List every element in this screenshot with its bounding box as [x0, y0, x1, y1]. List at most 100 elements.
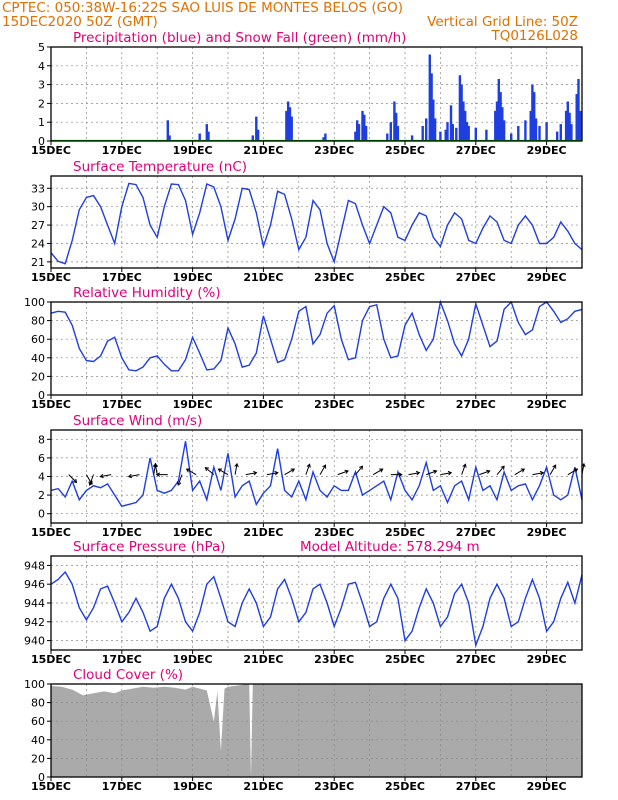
precip-bar [324, 133, 327, 141]
wind-panel: Surface Wind (m/s) 0 2 4 6 8 15DEC 17DEC 19DEC 21… [31, 413, 586, 539]
wind-arrow-head [177, 481, 182, 486]
wind-arrow-head [500, 465, 505, 470]
precip-bar [465, 122, 469, 141]
wind-arrow-head [447, 470, 453, 476]
wind-ytick-label: 2 [38, 489, 45, 502]
wind-arrow-head [72, 478, 78, 484]
wind-arrow-head [573, 468, 579, 473]
precip-bar [577, 79, 580, 141]
cloud-frame [50, 683, 583, 778]
precip-bar [386, 133, 389, 141]
precip-bar [256, 129, 260, 141]
wind-arrow [153, 462, 158, 475]
precip-xtick-label: 15DEC [31, 144, 71, 157]
rh-xtick-label: 15DEC [31, 398, 71, 411]
cloud-ytick-label: 0 [38, 771, 45, 784]
pres-xtick-label: 29DEC [527, 653, 567, 666]
wind-arrow-head [274, 470, 279, 476]
wind-arrow-head [185, 468, 191, 473]
wind-arrow-head [99, 473, 104, 479]
precip-bar [290, 116, 293, 141]
rh-title: Relative Humidity (%) [73, 285, 221, 301]
precip-bar [430, 73, 433, 141]
wind-arrow-shaft [319, 464, 326, 475]
temp-xtick-label: 25DEC [385, 271, 425, 284]
precip-bar [389, 122, 392, 141]
rh-xtick-label: 19DEC [173, 398, 213, 411]
precip-bar [451, 124, 454, 141]
wind-arrow [68, 474, 78, 484]
wind-ytick-label: 0 [38, 508, 45, 521]
rh-xtick-label: 27DEC [456, 398, 496, 411]
precip-bar [207, 131, 210, 141]
wind-arrow-shaft [337, 470, 349, 476]
precip-bar [364, 126, 368, 141]
wind-arrow-shaft [549, 464, 557, 475]
precip-bar [287, 101, 290, 141]
wind-arrow-shaft [305, 464, 311, 475]
wind-arrow-shaft [372, 468, 383, 476]
wind-arrow-shaft [128, 474, 140, 478]
wind-arrow-shaft [440, 472, 452, 476]
precip-bar [559, 124, 562, 141]
cloud-xtick-label: 19DEC [173, 780, 213, 793]
pres-xtick-label: 23DEC [314, 653, 354, 666]
rh-ytick-label: 100 [24, 296, 45, 309]
wind-arrow-shaft [532, 472, 544, 476]
precip-bar [433, 118, 437, 141]
rh-ytick-label: 0 [38, 389, 45, 402]
precip-xtick-label: 25DEC [385, 144, 425, 157]
wind-arrow [305, 463, 311, 475]
wind-arrow [88, 474, 94, 486]
rh-ytick-label: 80 [31, 315, 45, 328]
precip-bar [501, 107, 504, 141]
precip-bar [444, 129, 447, 141]
wind-arrow-shaft [496, 465, 505, 475]
precip-bar [285, 110, 288, 141]
rh-xtick-label: 29DEC [527, 398, 567, 411]
precip-bar [421, 126, 424, 141]
temp-ytick-label: 30 [31, 201, 45, 214]
precip-xtick-label: 19DEC [173, 144, 213, 157]
wind-arrow-head [379, 468, 384, 473]
wind-arrow [532, 470, 545, 476]
wind-arrow [408, 470, 421, 476]
wind-arrow [217, 468, 229, 476]
wind-arrow [372, 468, 384, 476]
precip-bar [363, 114, 366, 141]
precip-bar [499, 92, 502, 141]
pres-ytick-label: 948 [24, 559, 45, 572]
precip-bar [396, 126, 400, 141]
wind-arrow-head [520, 468, 526, 473]
wind-arrow-head [253, 470, 258, 476]
precip-xtick-label: 23DEC [314, 144, 354, 157]
rh-xtick-label: 17DEC [102, 398, 142, 411]
precip-bar [205, 124, 208, 141]
precip-bar [497, 79, 500, 141]
wind-arrow-shaft [355, 465, 363, 475]
precip-ytick-label: 2 [38, 97, 45, 110]
pres-xtick-label: 27DEC [456, 653, 496, 666]
cloud-xtick-label: 21DEC [243, 780, 283, 793]
wind-arrow-head [398, 472, 403, 477]
precip-bar [464, 110, 467, 141]
wind-arrow-shaft [186, 468, 197, 476]
rh-frame [50, 301, 583, 396]
wind-arrow-head [153, 462, 158, 468]
rh-xtick-label: 21DEC [243, 398, 283, 411]
precip-ytick-label: 3 [38, 79, 45, 92]
pres-xtick-label: 19DEC [173, 653, 213, 666]
cloud-xtick-label: 15DEC [31, 780, 71, 793]
wind-xtick-label: 21DEC [243, 526, 283, 539]
wind-arrow [245, 470, 258, 476]
wind-arrow-shaft [89, 474, 94, 486]
precip-bar [568, 112, 571, 141]
wind-arrow [567, 468, 579, 476]
pres-xtick-label: 25DEC [385, 653, 425, 666]
temp-xtick-label: 23DEC [314, 271, 354, 284]
header-run-date: 15DEC2020 50Z (GMT) [2, 14, 158, 30]
wind-arrow-head [415, 470, 421, 476]
precip-bar [410, 135, 414, 141]
precip-bar [455, 127, 458, 141]
cloud-xtick-label: 17DEC [102, 780, 142, 793]
